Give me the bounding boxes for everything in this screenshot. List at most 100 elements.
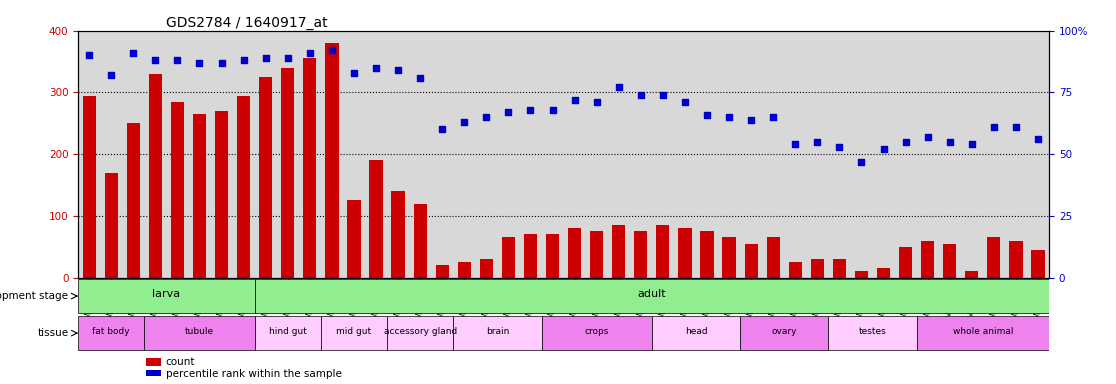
Point (279, 55, 297, 61)
FancyBboxPatch shape (254, 280, 1049, 313)
Bar (193, 114, 206, 278)
Bar (943, 243, 956, 278)
Point (875, 146, 893, 152)
Text: tissue: tissue (37, 328, 68, 338)
Point (720, 114, 738, 120)
Bar (1009, 240, 1022, 278)
Bar (965, 271, 979, 278)
Bar (369, 161, 383, 278)
Point (808, 139, 826, 145)
FancyBboxPatch shape (78, 280, 254, 313)
Text: testes: testes (858, 327, 886, 336)
Point (853, 159, 870, 165)
Bar (105, 173, 118, 278)
FancyBboxPatch shape (916, 316, 1049, 350)
Bar (921, 240, 934, 278)
Point (257, 55, 275, 61)
Point (213, 60, 231, 66)
Point (588, 99, 606, 105)
Point (830, 144, 848, 150)
Point (941, 139, 959, 145)
Point (103, 72, 121, 78)
Bar (146, 370, 161, 379)
Bar (877, 268, 891, 278)
Bar (237, 96, 250, 278)
Bar (855, 271, 868, 278)
Bar (767, 237, 780, 278)
Text: accessory gland: accessory gland (384, 327, 456, 336)
Text: mid gut: mid gut (336, 327, 372, 336)
Bar (435, 265, 449, 278)
Point (985, 124, 1003, 130)
Bar (810, 259, 824, 278)
Bar (744, 243, 758, 278)
Point (654, 92, 672, 98)
Bar (458, 262, 471, 278)
Point (521, 107, 539, 113)
Text: head: head (684, 327, 708, 336)
Point (742, 116, 760, 122)
Bar (722, 237, 735, 278)
Text: whole animal: whole animal (953, 327, 1013, 336)
Point (699, 112, 716, 118)
Point (80, 52, 98, 58)
Bar (414, 204, 426, 278)
Point (543, 107, 561, 113)
FancyBboxPatch shape (740, 316, 828, 350)
Text: fat body: fat body (93, 327, 131, 336)
Bar (148, 74, 162, 278)
Text: development stage: development stage (0, 291, 68, 301)
Bar (480, 259, 493, 278)
Point (389, 67, 407, 73)
FancyBboxPatch shape (387, 316, 453, 350)
Point (455, 119, 473, 125)
FancyBboxPatch shape (144, 316, 254, 350)
Bar (701, 231, 713, 278)
Text: ovary: ovary (771, 327, 797, 336)
Bar (568, 228, 581, 278)
Point (433, 126, 451, 132)
Bar (259, 77, 272, 278)
FancyBboxPatch shape (78, 316, 144, 350)
FancyBboxPatch shape (828, 316, 916, 350)
Point (234, 57, 252, 63)
Point (632, 92, 650, 98)
Bar (634, 231, 647, 278)
Point (918, 134, 936, 140)
Point (566, 97, 584, 103)
Point (411, 74, 429, 81)
Text: crops: crops (585, 327, 609, 336)
Text: larva: larva (152, 289, 181, 299)
Point (963, 141, 981, 147)
Bar (502, 237, 514, 278)
Point (124, 50, 142, 56)
Point (676, 99, 694, 105)
Bar (146, 358, 161, 366)
Bar (612, 225, 625, 278)
FancyBboxPatch shape (541, 316, 652, 350)
Point (787, 141, 805, 147)
Text: percentile rank within the sample: percentile rank within the sample (165, 369, 341, 379)
Text: hind gut: hind gut (269, 327, 307, 336)
Bar (546, 234, 559, 278)
Text: brain: brain (485, 327, 509, 336)
Bar (171, 102, 184, 278)
Bar (304, 58, 317, 278)
Bar (833, 259, 846, 278)
Point (367, 65, 385, 71)
Bar (789, 262, 802, 278)
Bar (523, 234, 537, 278)
Text: adult: adult (637, 289, 666, 299)
FancyBboxPatch shape (652, 316, 740, 350)
FancyBboxPatch shape (254, 316, 321, 350)
Point (764, 114, 782, 120)
Bar (347, 200, 360, 278)
Point (323, 47, 340, 53)
Point (1007, 124, 1024, 130)
Text: tubule: tubule (185, 327, 214, 336)
Bar (899, 247, 912, 278)
Bar (988, 237, 1001, 278)
Point (301, 50, 319, 56)
Point (896, 139, 914, 145)
Point (1029, 136, 1047, 142)
